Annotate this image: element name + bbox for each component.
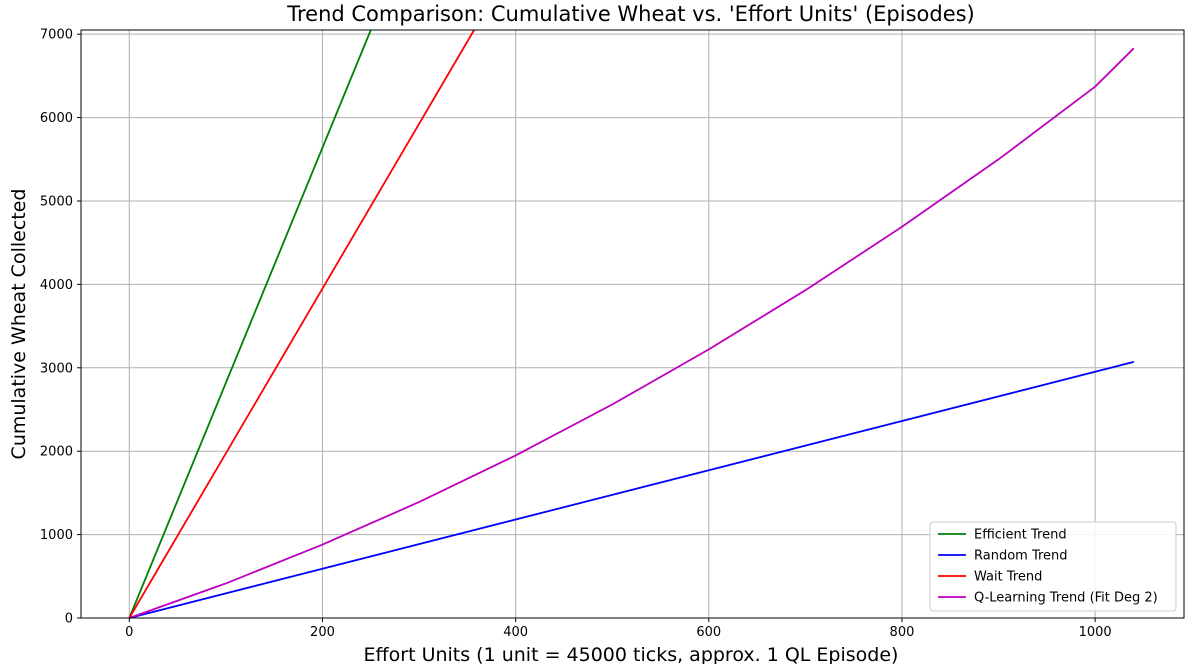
y-tick-label: 1000 [40,528,73,543]
x-tick-label: 400 [503,625,528,640]
y-axis-ticks: 0 1000 2000 3000 4000 5000 6000 7000 [40,28,81,627]
y-tick-label: 6000 [40,111,73,126]
x-tick-label: 200 [310,625,335,640]
x-tick-label: 600 [696,625,721,640]
x-axis-label: Effort Units (1 unit = 45000 ticks, appr… [364,644,899,664]
series-line [128,29,475,619]
legend-entry: Efficient Trend [974,528,1067,543]
y-tick-label: 3000 [40,361,73,376]
legend-box [929,521,1177,612]
legend-entry: Random Trend [974,549,1068,564]
grid [81,30,1184,619]
y-tick-label: 0 [65,612,73,627]
chart-title: Trend Comparison: Cumulative Wheat vs. '… [286,2,975,26]
y-tick-label: 4000 [40,278,73,293]
x-tick-label: 0 [125,625,133,640]
x-axis-ticks: 0 200 400 600 800 1000 [125,618,1112,640]
series-line [128,29,372,619]
y-tick-label: 5000 [40,194,73,209]
series-line [129,361,1135,619]
x-tick-label: 800 [890,625,915,640]
series-line [128,47,1135,619]
y-tick-label: 7000 [40,28,73,43]
x-tick-label: 1000 [1079,625,1112,640]
plot-frame [80,29,1185,619]
y-tick-label: 2000 [40,445,73,460]
legend: Efficient Trend Random Trend Wait Trend Q-L… [929,521,1177,612]
y-axis-label: Cumulative Wheat Collected [8,189,30,460]
plot-lines [128,29,1135,619]
legend-entry: Wait Trend [974,570,1042,585]
legend-entry: Q-Learning Trend (Fit Deg 2) [974,591,1158,606]
